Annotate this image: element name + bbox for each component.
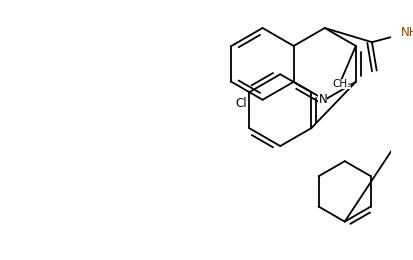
Text: Cl: Cl [235, 97, 247, 110]
Text: NH: NH [400, 26, 413, 39]
Text: CH₃: CH₃ [331, 79, 350, 89]
Text: N: N [318, 93, 326, 106]
